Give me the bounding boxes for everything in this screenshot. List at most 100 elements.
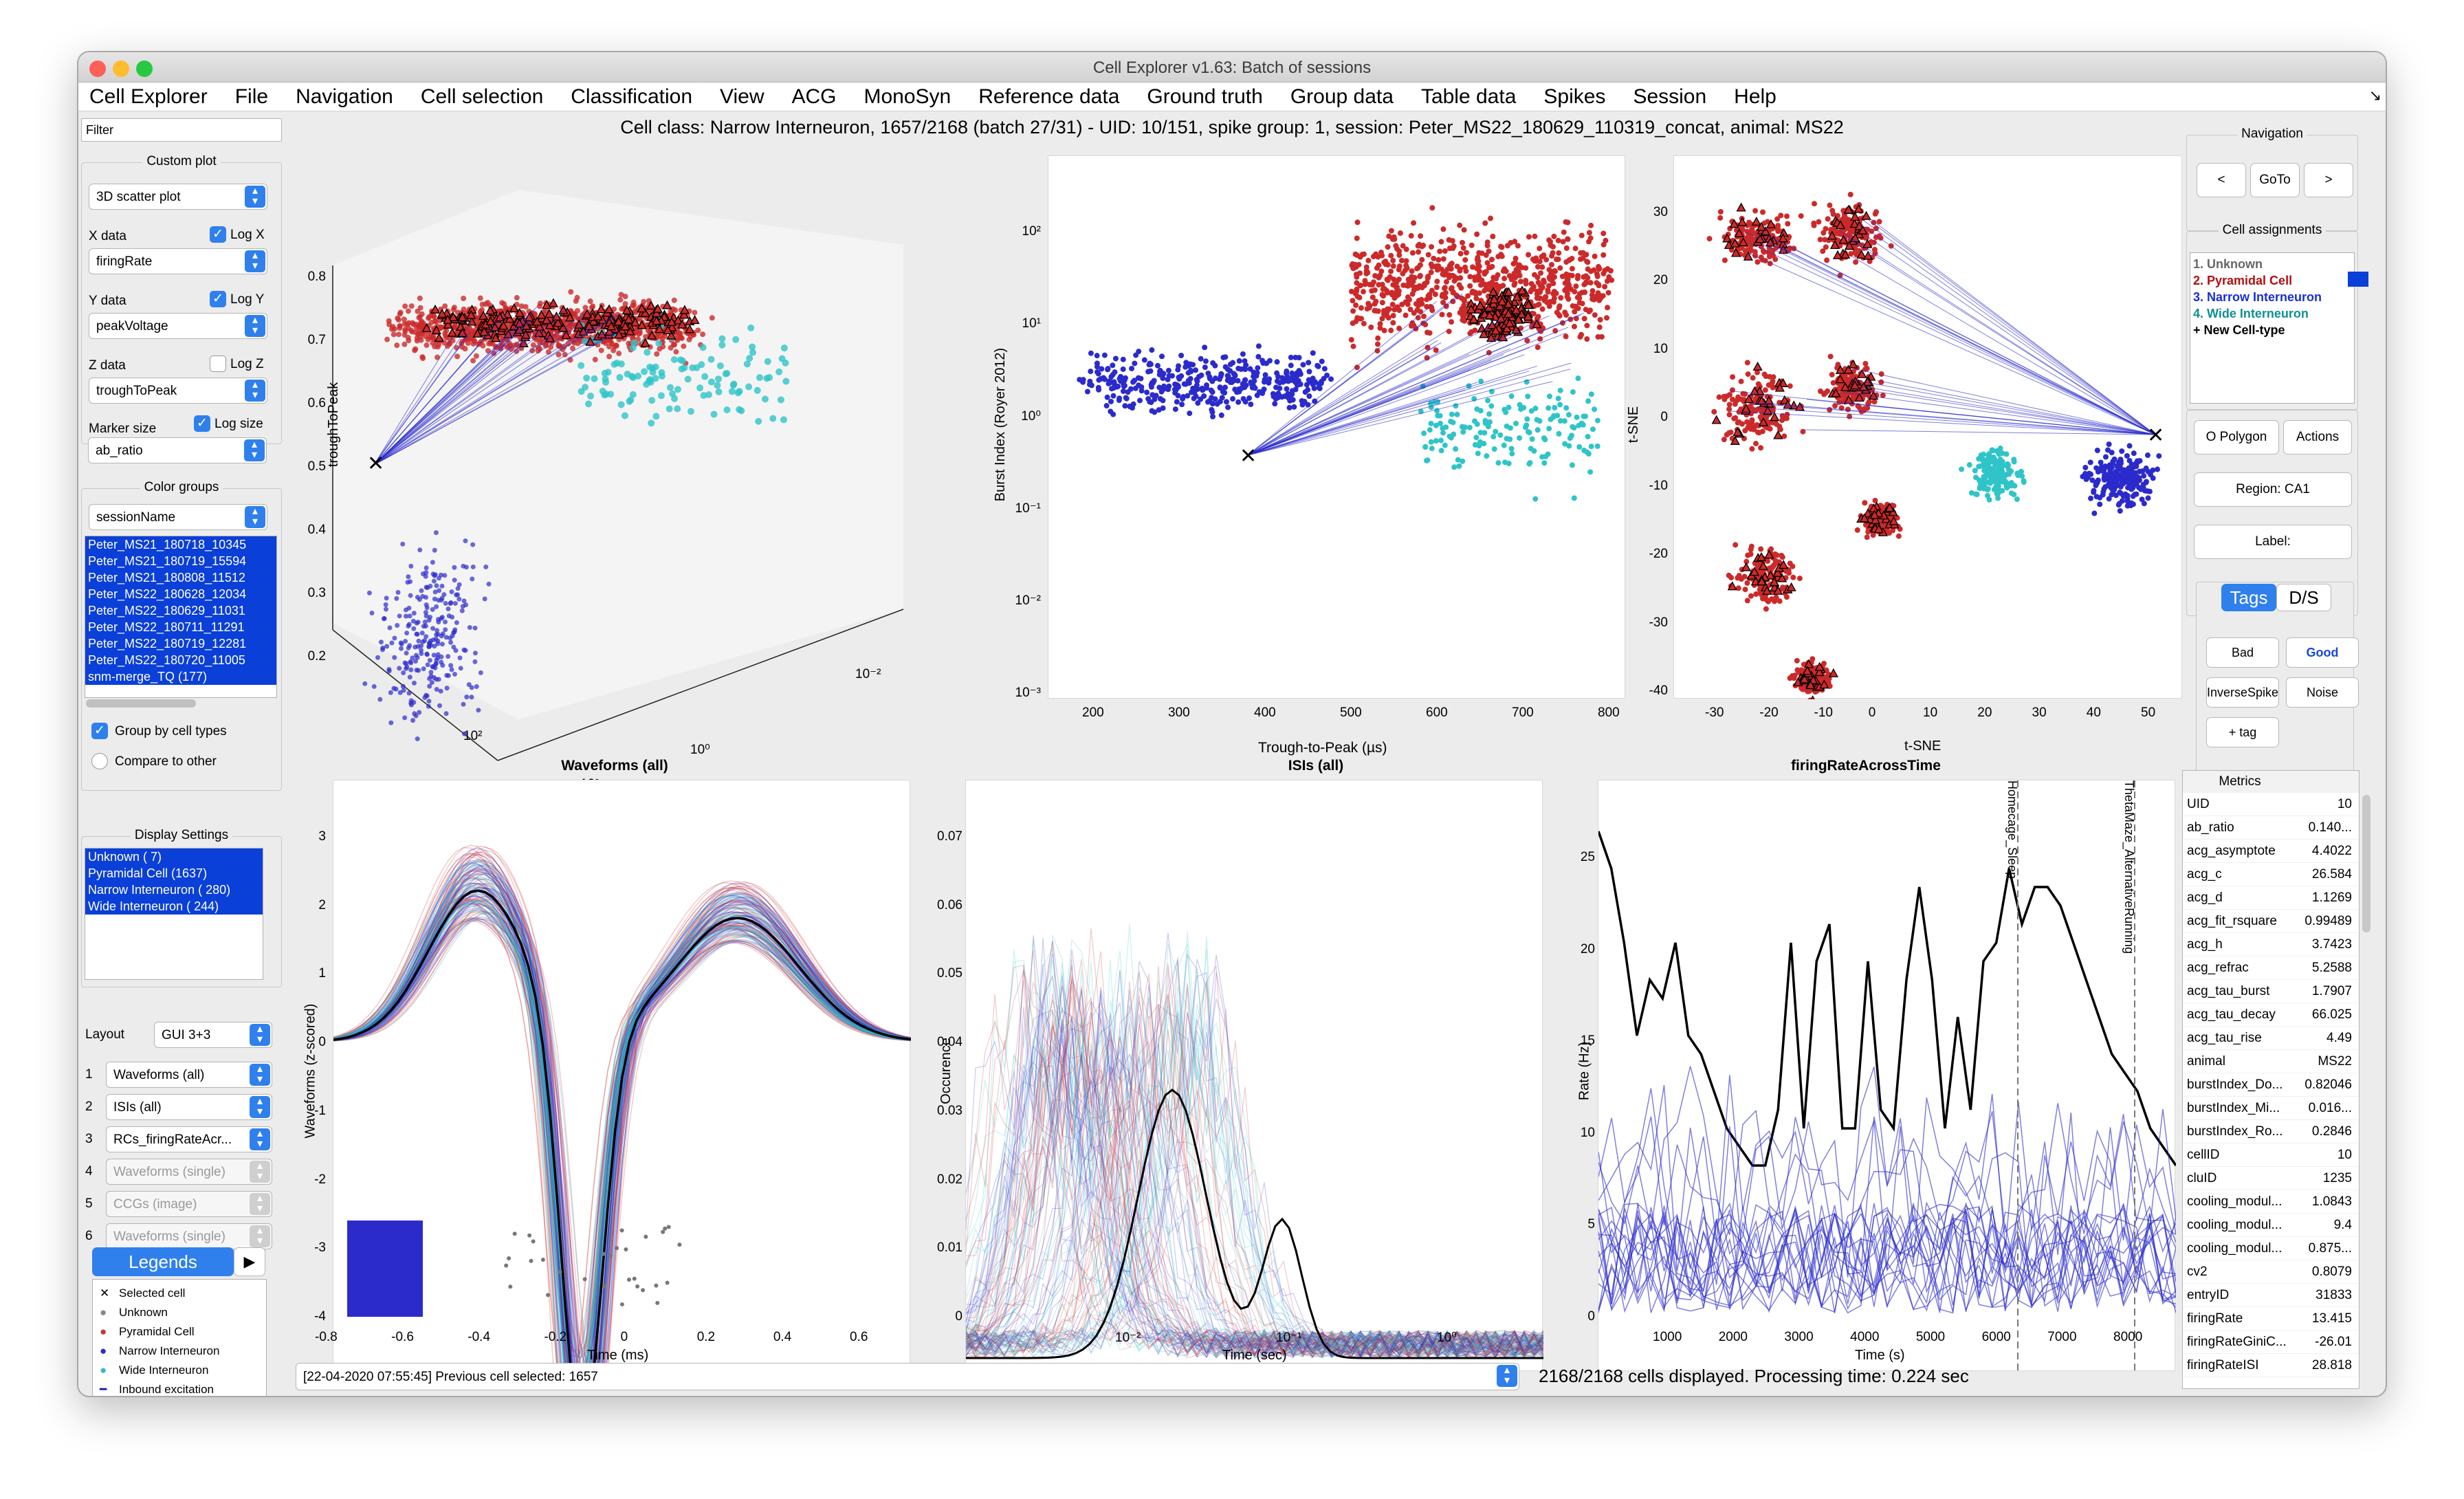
session-list-item[interactable]: Peter_MS21_180718_10345: [85, 536, 276, 553]
menu-item-5[interactable]: View: [720, 85, 764, 108]
scatter3d-excitatory-marker: [624, 314, 634, 324]
scatter3d-point: [743, 360, 751, 368]
session-list[interactable]: Peter_MS21_180718_10345 Peter_MS21_180719…: [85, 536, 277, 698]
layout-select[interactable]: GUI 3+3 ▴ ▾: [154, 1022, 272, 1048]
menu-item-1[interactable]: File: [234, 85, 269, 108]
waveforms-plot[interactable]: [333, 780, 912, 1396]
cell-type-display-item[interactable]: Pyramidal Cell (1637): [85, 865, 263, 882]
menu-item-7[interactable]: MonoSyn: [864, 85, 952, 108]
scatter3d-point: [464, 694, 470, 700]
x-data-select[interactable]: firingRate ▴ ▾: [89, 248, 267, 274]
menu-item-8[interactable]: Reference data: [978, 85, 1120, 108]
session-list-item[interactable]: Peter_MS22_180628_12034: [85, 586, 276, 602]
session-list-item[interactable]: Peter_MS22_180720_11005: [85, 652, 276, 668]
menu-item-4[interactable]: Classification: [571, 85, 692, 108]
tsne-point: [2083, 473, 2089, 479]
burst-point: [1350, 298, 1356, 304]
waveform-trace: [333, 873, 912, 1396]
tsne-point: [2129, 477, 2135, 483]
burst-point: [1120, 380, 1126, 386]
menu-item-12[interactable]: Spikes: [1543, 85, 1606, 108]
burst-point: [1561, 229, 1567, 235]
compare-to-other-checkbox[interactable]: [91, 753, 108, 769]
burst-point: [1122, 403, 1128, 409]
burst-point: [1251, 373, 1257, 380]
tsne-point: [1827, 202, 1833, 208]
tsne-excitatory-marker: [1727, 581, 1737, 591]
legends-button[interactable]: Legends: [92, 1247, 234, 1276]
menu-item-14[interactable]: Help: [1734, 85, 1776, 108]
close-window-button[interactable]: [89, 61, 106, 77]
legends-toggle-button[interactable]: ▶: [234, 1247, 265, 1276]
menu-item-0[interactable]: Cell Explorer: [89, 85, 208, 108]
burst-point: [1409, 268, 1415, 274]
undock-icon[interactable]: ↘: [2368, 87, 2382, 104]
burst-point: [1470, 264, 1476, 270]
layout-row-select[interactable]: ISIs (all) ▴ ▾: [106, 1094, 272, 1120]
tsne-plot[interactable]: ✕: [1674, 156, 2183, 705]
isi-trace: [965, 989, 1544, 1359]
tsne-point: [2145, 495, 2151, 501]
tick-label: 0: [318, 1035, 326, 1050]
minimize-window-button[interactable]: [113, 61, 129, 77]
session-list-item[interactable]: Peter_MS22_180711_11291: [85, 619, 276, 635]
burst-index-plot[interactable]: ✕: [1048, 156, 1626, 699]
tsne-point: [1731, 415, 1737, 422]
menu-item-9[interactable]: Ground truth: [1147, 85, 1263, 108]
cell-type-display-item[interactable]: Narrow Interneuron ( 280): [85, 882, 263, 898]
waveform-trace: [333, 887, 912, 1396]
menu-item-6[interactable]: ACG: [791, 85, 837, 108]
session-list-item[interactable]: Peter_MS22_180629_11031: [85, 602, 276, 619]
scatter3d-point: [747, 324, 755, 331]
session-list-item[interactable]: snm-merge_TQ (177): [85, 668, 276, 685]
zoom-window-button[interactable]: [136, 61, 153, 77]
menu-item-2[interactable]: Navigation: [296, 85, 393, 108]
scatter3d-point: [592, 356, 598, 362]
plot-type-select[interactable]: 3D scatter plot ▴ ▾: [89, 184, 267, 210]
menu-item-11[interactable]: Table data: [1420, 85, 1517, 108]
menu-item-3[interactable]: Cell selection: [420, 85, 544, 108]
session-list-item[interactable]: Peter_MS21_180808_11512: [85, 569, 276, 586]
marker-size-select[interactable]: ab_ratio ▴ ▾: [88, 437, 267, 463]
log-z-checkbox[interactable]: [210, 355, 226, 372]
horizontal-scrollbar[interactable]: [86, 699, 196, 708]
isi-trace: [965, 962, 1544, 1359]
burst-point: [1413, 300, 1419, 307]
cell-type-display-list[interactable]: Unknown ( 7) Pyramidal Cell (1637) Narrow …: [85, 848, 263, 980]
group-by-cell-types-checkbox[interactable]: ✓: [91, 723, 108, 739]
burst-point: [1512, 259, 1518, 265]
log-x-checkbox[interactable]: ✓: [210, 226, 226, 243]
scatter3d-excitatory-marker: [544, 320, 555, 329]
burst-excitatory-marker: [1503, 309, 1514, 318]
log-y-checkbox[interactable]: ✓: [210, 291, 226, 307]
waveform-trace: [333, 920, 912, 1353]
session-list-item[interactable]: Peter_MS21_180719_15594: [85, 553, 276, 569]
y-data-select[interactable]: peakVoltage ▴ ▾: [89, 313, 267, 339]
waveforms-panel[interactable]: [333, 780, 912, 1396]
scatter3d-point: [574, 307, 580, 314]
tsne-excitatory-marker: [1770, 412, 1780, 422]
menu-item-10[interactable]: Group data: [1290, 85, 1394, 108]
cell-type-display-item[interactable]: Unknown ( 7): [85, 849, 263, 865]
color-groups-select[interactable]: sessionName ▴ ▾: [89, 504, 267, 530]
isis-panel[interactable]: [965, 780, 1544, 1372]
layout-row-select[interactable]: Waveforms (all) ▴ ▾: [106, 1062, 272, 1088]
layout-row-select[interactable]: RCs_firingRateAcr... ▴ ▾: [106, 1126, 272, 1152]
cell-type-display-item[interactable]: Wide Interneuron ( 244): [85, 898, 263, 915]
menu-item-13[interactable]: Session: [1633, 85, 1707, 108]
session-list-item[interactable]: Peter_MS22_180719_12281: [85, 635, 276, 652]
burst-index-panel[interactable]: ✕: [1048, 155, 1625, 699]
tsne-point: [1989, 447, 1995, 453]
chevron-updown-icon: ▴ ▾: [245, 380, 265, 402]
burst-excitatory-marker: [1504, 318, 1515, 327]
tsne-panel[interactable]: ✕: [1673, 155, 2183, 705]
isis-plot[interactable]: [965, 780, 1544, 1372]
log-size-checkbox[interactable]: ✓: [194, 415, 210, 432]
filter-input[interactable]: Filter: [81, 118, 282, 142]
z-data-select[interactable]: troughToPeak ▴ ▾: [89, 378, 267, 404]
tsne-excitatory-marker: [1858, 225, 1868, 234]
burst-point: [1255, 353, 1262, 360]
tsne-point: [1853, 391, 1859, 397]
